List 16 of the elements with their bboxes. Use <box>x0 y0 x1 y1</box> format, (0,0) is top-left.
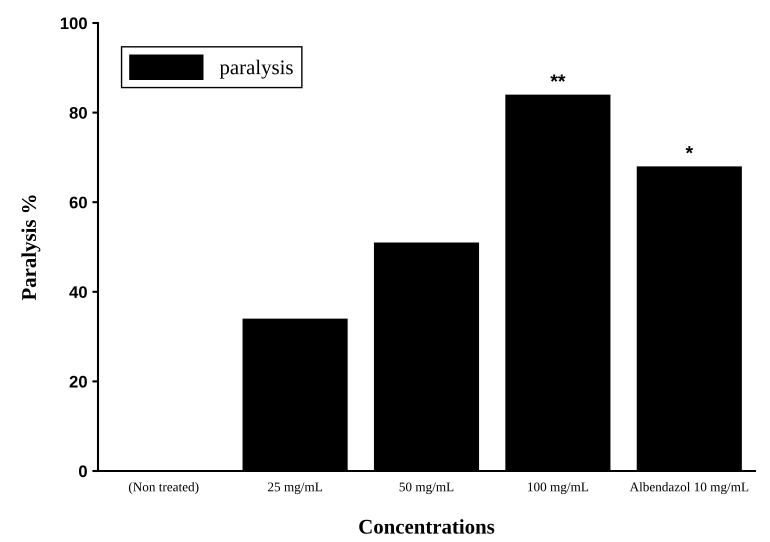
x-tick-label: Albendazol 10 mg/mL <box>630 482 748 494</box>
annotation: * <box>686 146 694 154</box>
y-axis-title: Paralysis % <box>21 195 40 300</box>
y-tick-label: 80 <box>70 107 87 119</box>
annotation: ** <box>550 74 566 82</box>
x-tick-label: 25 mg/mL <box>268 482 322 494</box>
y-tick-label: 40 <box>69 286 87 298</box>
x-tick-label: (Non treated) <box>128 482 198 494</box>
x-tick-label: 50 mg/mL <box>400 482 454 494</box>
x-axis-title: Concentrations <box>359 519 494 534</box>
y-tick-label: 100 <box>60 17 87 30</box>
x-tick-label: 100 mg/mL <box>528 482 588 494</box>
y-tick-label: 60 <box>70 196 87 208</box>
y-tick-label: 20 <box>70 376 87 388</box>
y-tick-label: 0 <box>78 465 87 478</box>
legend-label: paralysis <box>220 60 293 79</box>
